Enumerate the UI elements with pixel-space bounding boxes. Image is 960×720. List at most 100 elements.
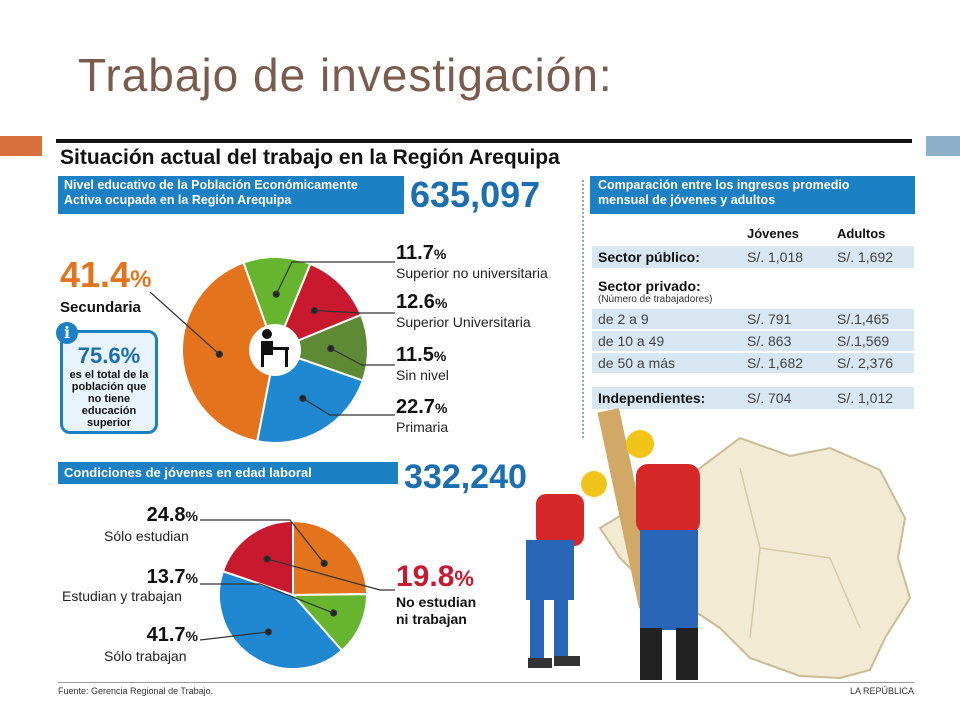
slice-label-sin-nivel: 11.5% Sin nivel bbox=[396, 344, 449, 383]
education-header-line1: Nivel educativo de la Población Económic… bbox=[64, 178, 358, 192]
slide-title: Trabajo de investigación: bbox=[78, 49, 613, 101]
income-header-line1: Comparación entre los ingresos promedio bbox=[598, 178, 850, 192]
leader-line-4 bbox=[302, 397, 395, 416]
private-row: de 50 a más S/. 1,682 S/. 2,376 bbox=[592, 353, 914, 373]
estudian-trabajan-label: Estudian y trabajan bbox=[62, 588, 182, 604]
footer-rule bbox=[58, 682, 914, 683]
sup-no-univ-value: 11.7 bbox=[396, 242, 434, 264]
youth-pie-slices bbox=[218, 519, 369, 670]
private-range: de 10 a 49 bbox=[598, 333, 665, 349]
indep-young: S/. 704 bbox=[747, 390, 792, 406]
youth-label-estudian-trabajan: 13.7% bbox=[146, 566, 198, 588]
no-estudian-value: 19.8 bbox=[396, 560, 455, 593]
leader-line-1 bbox=[200, 583, 334, 614]
no-estudian-label-1: No estudian bbox=[396, 594, 477, 610]
info-box: 75.6% es el total de la población que no… bbox=[60, 330, 158, 434]
private-sub: (Número de trabajadores) bbox=[598, 294, 713, 305]
solo-estudian-value: 24.8 bbox=[146, 504, 186, 526]
leader-line-0 bbox=[149, 291, 220, 355]
youth-label-no-estudian: 19.8% No estudian ni trabajan bbox=[396, 560, 477, 627]
leader-line-2 bbox=[314, 309, 395, 314]
sup-univ-value: 12.6 bbox=[396, 291, 435, 313]
col-jovenes: Jóvenes bbox=[747, 226, 800, 241]
leader-line-3 bbox=[266, 558, 395, 591]
sin-nivel-value: 11.5 bbox=[396, 344, 434, 366]
workers-map-illustration bbox=[526, 408, 912, 680]
estudian-trabajan-value: 13.7 bbox=[146, 566, 186, 588]
private-adult: S/.1,569 bbox=[837, 333, 890, 349]
sin-nivel-label: Sin nivel bbox=[396, 367, 449, 383]
education-total: 635,097 bbox=[410, 174, 541, 215]
income-row-indep: Independientes: S/. 704 S/. 1,012 bbox=[592, 387, 914, 409]
info-pct: 75.6% bbox=[77, 343, 141, 368]
private-rows: de 2 a 9 S/. 791 S/.1,465 de 10 a 49 S/.… bbox=[592, 309, 914, 373]
slice-label-sup-no-univ: 11.7% Superior no universitaria bbox=[396, 242, 548, 281]
sup-univ-label: Superior Universitaria bbox=[396, 314, 531, 330]
pie-slice-0 bbox=[181, 261, 277, 443]
leader-line-2 bbox=[199, 631, 269, 641]
public-label: Sector público: bbox=[598, 249, 700, 265]
public-adult: S/. 1,692 bbox=[837, 249, 894, 265]
info-icon: i bbox=[56, 322, 78, 344]
education-header: Nivel educativo de la Población Económic… bbox=[58, 176, 404, 214]
private-label: Sector privado: bbox=[598, 278, 701, 294]
public-young: S/. 1,018 bbox=[747, 249, 804, 265]
footer-source: Fuente: Gerencia Regional de Trabajo. bbox=[58, 686, 214, 696]
pie-slice-1 bbox=[242, 256, 312, 353]
solo-trabajan-value: 41.7 bbox=[146, 624, 186, 646]
private-young: S/. 1,682 bbox=[747, 355, 804, 371]
private-adult: S/.1,465 bbox=[837, 311, 890, 327]
solo-estudian-label: Sólo estudian bbox=[104, 528, 189, 544]
income-table: Jóvenes Adultos Sector público: S/. 1,01… bbox=[592, 226, 914, 409]
leader-line-3 bbox=[330, 347, 395, 366]
info-line-1: es el total de la bbox=[69, 369, 149, 381]
income-header-line2: mensual de jóvenes y adultos bbox=[598, 193, 776, 207]
pie-slice-3 bbox=[272, 313, 369, 382]
youth-pie-leaders bbox=[199, 519, 395, 641]
youth-label-solo-estudian: 24.8% bbox=[146, 504, 198, 526]
private-row: de 2 a 9 S/. 791 S/.1,465 bbox=[592, 309, 914, 329]
private-adult: S/. 2,376 bbox=[837, 355, 894, 371]
private-row: de 10 a 49 S/. 863 S/.1,569 bbox=[592, 331, 914, 351]
private-range: de 50 a más bbox=[598, 355, 676, 371]
pie-slice-0 bbox=[292, 519, 369, 597]
leader-line-0 bbox=[200, 519, 325, 564]
title-rule bbox=[56, 139, 912, 143]
footer-credit: LA REPÚBLICA bbox=[850, 686, 915, 696]
no-estudian-label-2: ni trabajan bbox=[396, 611, 467, 627]
accent-bar-right bbox=[926, 136, 960, 156]
indep-label: Independientes: bbox=[598, 390, 706, 406]
solo-trabajan-label: Sólo trabajan bbox=[104, 648, 187, 664]
student-icon bbox=[249, 324, 301, 376]
info-line-3: no tiene bbox=[87, 393, 131, 405]
pie-slice-2 bbox=[218, 569, 344, 670]
slice-label-secundaria: 41.4% Secundaria bbox=[60, 254, 152, 317]
slice-label-primaria: 22.7% Primaria bbox=[396, 396, 449, 435]
infographic-title: Situación actual del trabajo en la Regió… bbox=[60, 146, 560, 169]
private-range: de 2 a 9 bbox=[598, 311, 649, 327]
income-row-public: Sector público: S/. 1,018 S/. 1,692 bbox=[592, 246, 914, 268]
accent-bar-left bbox=[0, 136, 42, 156]
info-line-2: población que bbox=[71, 381, 147, 393]
education-header-line2: Activa ocupada en la Región Arequipa bbox=[64, 193, 292, 207]
primaria-value: 22.7 bbox=[396, 396, 435, 418]
pie-slice-1 bbox=[290, 593, 368, 652]
income-header: Comparación entre los ingresos promedio … bbox=[590, 176, 915, 214]
info-line-4: educación bbox=[81, 405, 137, 417]
dotted-divider bbox=[582, 180, 584, 438]
leader-line-1 bbox=[275, 261, 395, 295]
secundaria-label: Secundaria bbox=[60, 299, 141, 316]
col-adultos: Adultos bbox=[837, 226, 886, 241]
youth-total: 332,240 bbox=[404, 458, 527, 496]
youth-header: Condiciones de jóvenes en edad laboral bbox=[58, 462, 398, 484]
private-young: S/. 791 bbox=[747, 311, 792, 327]
primaria-label: Primaria bbox=[396, 419, 449, 435]
indep-adult: S/. 1,012 bbox=[837, 390, 894, 406]
worker-right bbox=[626, 430, 700, 680]
sup-no-univ-label: Superior no universitaria bbox=[396, 265, 548, 281]
slice-label-sup-univ: 12.6% Superior Universitaria bbox=[396, 291, 531, 330]
secundaria-value: 41.4 bbox=[60, 254, 131, 295]
youth-label-solo-trabajan: 41.7% bbox=[146, 624, 198, 646]
private-young: S/. 863 bbox=[747, 333, 792, 349]
